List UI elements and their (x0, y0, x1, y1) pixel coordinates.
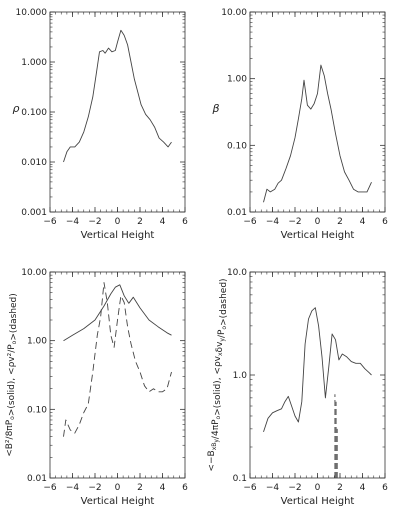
y-tick-label: 0.100 (21, 108, 47, 118)
x-axis-label: Vertical Height (81, 496, 155, 507)
x-tick-label: 2 (337, 217, 343, 227)
y-tick-label: 0.1 (233, 474, 247, 484)
series-solid-line (63, 284, 172, 342)
x-tick-label: −6 (43, 483, 57, 493)
x-axis-label: Vertical Height (281, 230, 355, 241)
x-tick-label: 0 (115, 483, 121, 493)
plot-frame (249, 271, 386, 479)
series-solid-line (263, 64, 372, 203)
x-tick-label: 6 (182, 483, 188, 493)
y-tick-label: 10.0 (227, 268, 247, 278)
x-tick-label: −2 (288, 483, 301, 493)
x-tick-label: −6 (243, 483, 257, 493)
y-tick-label: 0.01 (227, 208, 247, 218)
x-tick-label: 4 (160, 483, 166, 493)
x-tick-label: −2 (288, 217, 301, 227)
x-axis-label: Vertical Height (281, 496, 355, 507)
x-tick-label: 2 (137, 483, 143, 493)
plot-frame (249, 11, 386, 213)
y-tick-label: 0.10 (227, 141, 247, 151)
x-tick-label: −4 (266, 217, 280, 227)
x-tick-label: −4 (66, 483, 80, 493)
y-tick-label: 0.01 (27, 474, 47, 484)
x-tick-label: −2 (88, 217, 101, 227)
x-tick-label: 0 (115, 217, 121, 227)
plot-frame (49, 271, 186, 479)
x-tick-label: 2 (137, 217, 143, 227)
x-tick-label: 4 (360, 483, 366, 493)
series-dashed-line (63, 282, 172, 437)
y-tick-label: 1.00 (27, 337, 47, 347)
y-tick-label: 0.001 (21, 208, 47, 218)
y-tick-label: 1.000 (21, 58, 47, 68)
y-tick-label: 1.00 (227, 75, 247, 85)
y-tick-label: 0.010 (21, 158, 47, 168)
x-tick-label: 0 (315, 217, 321, 227)
x-tick-label: 0 (315, 483, 321, 493)
series-solid-line (63, 29, 172, 163)
x-tick-label: 6 (382, 217, 388, 227)
x-tick-label: −6 (243, 217, 257, 227)
y-axis-label: β (211, 102, 219, 115)
y-tick-label: 10.00 (21, 268, 47, 278)
y-axis-label: <−BxBy/4πPo>(solid), <ρvxδvy/Po>(dashed) (207, 278, 229, 471)
x-tick-label: 4 (360, 217, 366, 227)
x-tick-label: −4 (66, 217, 80, 227)
x-axis-label: Vertical Height (81, 230, 155, 241)
x-tick-label: −4 (266, 483, 280, 493)
y-tick-label: 0.10 (27, 405, 47, 415)
series-solid-line (263, 307, 372, 433)
y-tick-label: 10.00 (221, 8, 247, 18)
x-tick-label: 4 (160, 217, 166, 227)
y-tick-label: 10.000 (16, 8, 48, 18)
y-axis-label: <B²/8πPo>(solid), <ρv²/Po>(dashed) (5, 293, 19, 457)
y-tick-label: 1.0 (233, 371, 248, 381)
y-axis-label: ρ (13, 102, 20, 115)
x-tick-label: 6 (182, 217, 188, 227)
x-tick-label: 6 (382, 483, 388, 493)
x-tick-label: −6 (43, 217, 57, 227)
x-tick-label: −2 (88, 483, 101, 493)
x-tick-label: 2 (337, 483, 343, 493)
